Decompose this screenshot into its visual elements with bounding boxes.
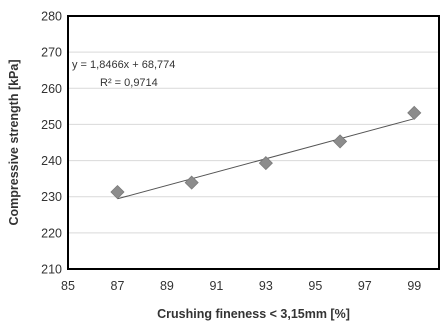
y-axis-ticks: 210 220 230 240 250 260 270 280 bbox=[41, 10, 62, 277]
data-point bbox=[333, 134, 348, 149]
x-tick-label: 93 bbox=[259, 279, 273, 293]
data-point bbox=[258, 156, 273, 171]
y-tick-label: 280 bbox=[41, 10, 62, 24]
trendline-r2: R² = 0,9714 bbox=[100, 77, 158, 89]
y-tick-label: 270 bbox=[41, 46, 62, 60]
data-point bbox=[110, 184, 125, 200]
y-tick-label: 240 bbox=[41, 154, 62, 168]
data-point bbox=[184, 175, 199, 190]
plot-frame bbox=[67, 15, 440, 270]
y-tick-label: 250 bbox=[41, 118, 62, 132]
x-tick-label: 91 bbox=[209, 279, 223, 293]
x-axis-ticks: 85 87 89 91 93 95 97 99 bbox=[61, 279, 421, 293]
x-tick-label: 89 bbox=[160, 279, 174, 293]
y-tick-label: 260 bbox=[41, 82, 62, 96]
x-axis-title: Crushing fineness < 3,15mm [%] bbox=[157, 307, 350, 321]
data-point bbox=[407, 105, 422, 120]
y-tick-label: 220 bbox=[41, 226, 62, 240]
x-tick-label: 87 bbox=[111, 279, 125, 293]
x-tick-label: 97 bbox=[358, 279, 372, 293]
data-points bbox=[110, 105, 422, 200]
y-tick-label: 230 bbox=[41, 190, 62, 204]
gridlines bbox=[68, 51, 439, 234]
y-axis-title: Compressive strength [kPa] bbox=[7, 59, 21, 225]
x-tick-label: 95 bbox=[308, 279, 322, 293]
x-tick-label: 85 bbox=[61, 279, 75, 293]
trendline-equation: y = 1,8466x + 68,774 bbox=[72, 59, 175, 71]
y-tick-label: 210 bbox=[41, 263, 62, 277]
x-tick-label: 99 bbox=[407, 279, 421, 293]
